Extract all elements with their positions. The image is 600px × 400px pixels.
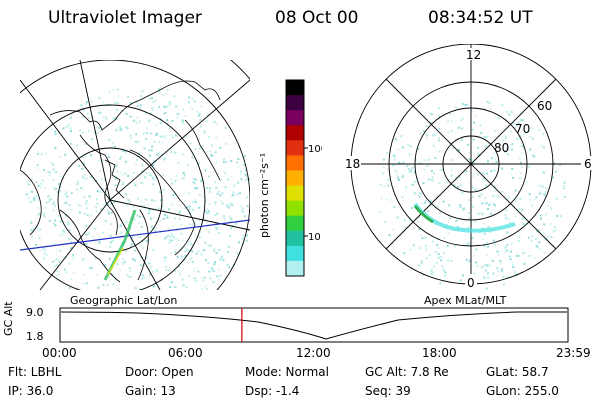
status-gc-alt: GC Alt: 7.8 Re: [365, 365, 449, 379]
image-time: 08:34:52 UT: [428, 8, 533, 28]
colorbar-unit-label: photon cm⁻²s⁻¹: [258, 152, 271, 238]
geographic-map-panel: [20, 60, 250, 290]
status-seq: Seq: 39: [365, 384, 411, 398]
app-title: Ultraviolet Imager: [48, 8, 202, 28]
mlt-label-midnight: 0: [467, 276, 475, 290]
colorbar-step: [286, 80, 304, 96]
colorbar-step: [286, 125, 304, 141]
mlt-label-noon: 12: [466, 48, 481, 62]
colorbar-tick-100: 100: [308, 144, 322, 155]
polar-glow-speckle: [378, 101, 566, 290]
colorbar-step: [286, 140, 304, 156]
colorbar-step: [286, 245, 304, 262]
geo-map-content: [20, 60, 250, 290]
polar-mlat-mlt-panel: 12 18 6 0 60 70 80: [343, 44, 593, 290]
timeline-frame: [59, 307, 569, 343]
image-date: 08 Oct 00: [275, 8, 359, 28]
colorbar-tick-10: 10: [308, 232, 321, 243]
timeline-ytick-bottom: 1.8: [26, 330, 44, 343]
colorbar-step: [286, 95, 304, 111]
colorbar-step: [286, 185, 304, 202]
status-mode: Mode: Normal: [245, 365, 329, 379]
colorbar-step: [286, 200, 304, 217]
colorbar-step: [286, 215, 304, 232]
status-glon: GLon: 255.0: [486, 384, 559, 398]
coastlines: [20, 80, 221, 283]
timeline-xtick-2: 12:00: [296, 346, 331, 360]
timeline-ylabel: GC Alt: [2, 301, 15, 336]
colorbar-step: [286, 230, 304, 247]
status-filter: Flt: LBHL: [8, 365, 62, 379]
timeline-ytick-top: 9.0: [26, 306, 44, 319]
mlat-label-80: 80: [494, 141, 509, 155]
orbit-timeline: [59, 307, 569, 343]
status-dsp: Dsp: -1.4: [245, 384, 300, 398]
colorbar-step: [286, 170, 304, 187]
altitude-curve: [60, 311, 567, 340]
latitude-grid: [20, 60, 250, 290]
colorbar-step: [286, 110, 304, 126]
longitude-grid: [20, 60, 250, 290]
timeline-xtick-4: 23:59: [556, 346, 591, 360]
colorbar: 100 10: [285, 79, 322, 277]
mlat-label-60: 60: [537, 99, 552, 113]
colorbar-step: [286, 260, 304, 277]
timeline-xtick-0: 00:00: [42, 346, 77, 360]
timeline-xtick-1: 06:00: [168, 346, 203, 360]
satellite-track-line: [20, 219, 250, 251]
colorbar-gradient: [285, 79, 305, 277]
status-glat: GLat: 58.7: [486, 365, 549, 379]
status-gain: Gain: 13: [125, 384, 176, 398]
mlt-label-dawn: 6: [584, 157, 592, 171]
polar-grid-spokes: [351, 44, 591, 284]
mlt-label-dusk: 18: [345, 157, 360, 171]
geo-panel-label: Geographic Lat/Lon: [70, 294, 178, 307]
mlat-label-70: 70: [515, 122, 530, 136]
polar-panel-label: Apex MLat/MLT: [424, 294, 507, 307]
timeline-xtick-3: 18:00: [422, 346, 457, 360]
status-ip: IP: 36.0: [8, 384, 54, 398]
status-door: Door: Open: [125, 365, 194, 379]
colorbar-step: [286, 155, 304, 171]
